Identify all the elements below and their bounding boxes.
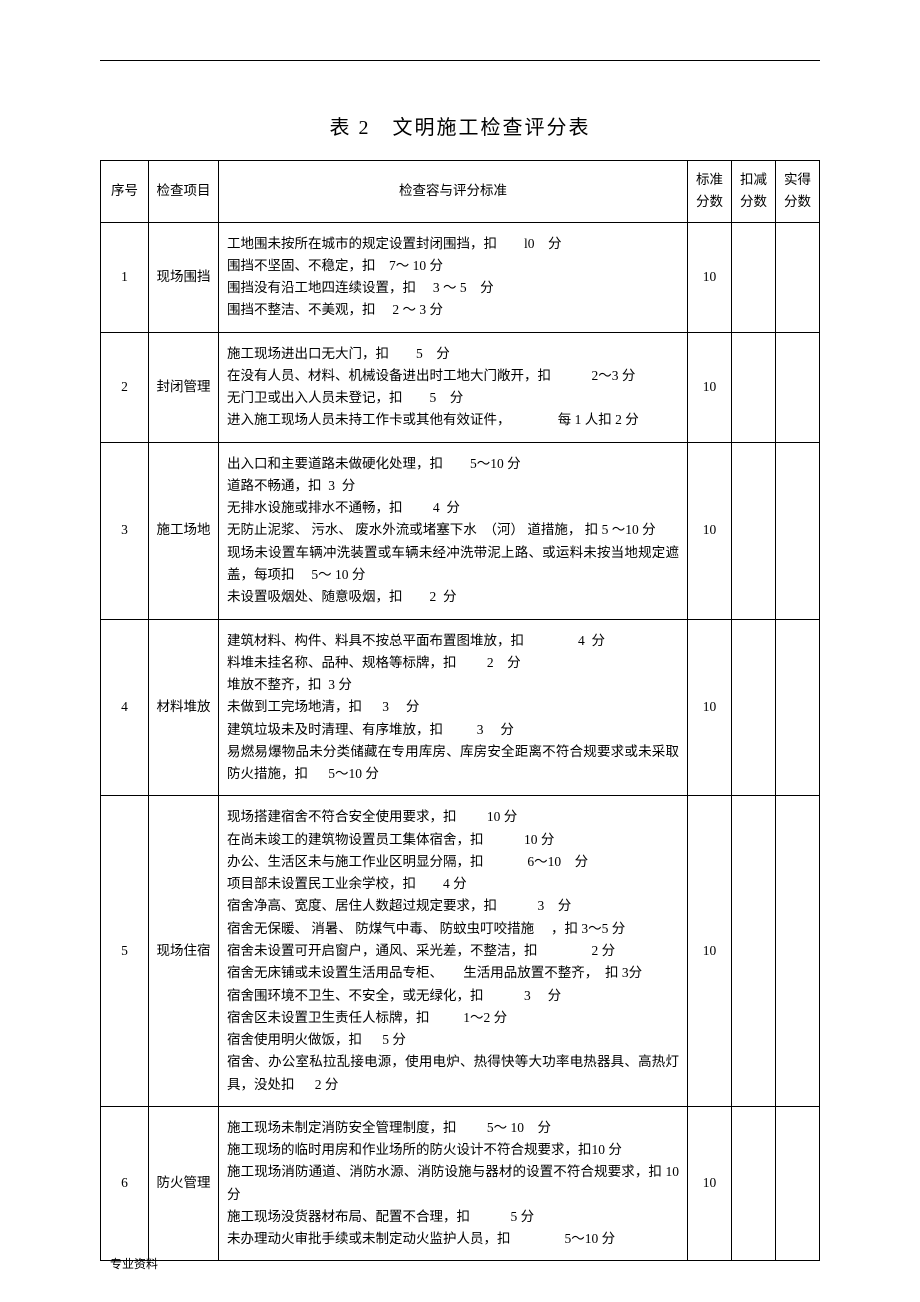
table-header-row: 序号 检查项目 检查容与评分标准 标准分数 扣减分数 实得分数	[101, 161, 820, 223]
table-body: 1现场围挡工地围未按所在城市的规定设置封闭围挡，扣 l0 分 围挡不坚固、不稳定…	[101, 222, 820, 1261]
cell-deduct-score	[732, 442, 776, 619]
table-row: 1现场围挡工地围未按所在城市的规定设置封闭围挡，扣 l0 分 围挡不坚固、不稳定…	[101, 222, 820, 332]
cell-deduct-score	[732, 332, 776, 442]
cell-item: 封闭管理	[149, 332, 219, 442]
cell-criteria: 出入口和主要道路未做硬化处理，扣 5～10 分 道路不畅通，扣 3 分 无排水设…	[219, 442, 688, 619]
cell-seq: 6	[101, 1106, 149, 1261]
cell-standard-score: 10	[688, 796, 732, 1106]
header-seq: 序号	[101, 161, 149, 223]
scoring-table: 序号 检查项目 检查容与评分标准 标准分数 扣减分数 实得分数 1现场围挡工地围…	[100, 160, 820, 1261]
cell-actual-score	[776, 1106, 820, 1261]
cell-actual-score	[776, 796, 820, 1106]
cell-deduct-score	[732, 222, 776, 332]
cell-seq: 2	[101, 332, 149, 442]
cell-deduct-score	[732, 1106, 776, 1261]
page-container: 表 2 文明施工检查评分表 序号 检查项目 检查容与评分标准 标准分数 扣减分数…	[0, 0, 920, 1301]
header-item: 检查项目	[149, 161, 219, 223]
cell-deduct-score	[732, 619, 776, 796]
cell-standard-score: 10	[688, 1106, 732, 1261]
cell-actual-score	[776, 442, 820, 619]
cell-criteria: 建筑材料、构件、料具不按总平面布置图堆放，扣 4 分 料堆未挂名称、品种、规格等…	[219, 619, 688, 796]
header-standard-score: 标准分数	[688, 161, 732, 223]
cell-standard-score: 10	[688, 222, 732, 332]
cell-criteria: 施工现场进出口无大门，扣 5 分 在没有人员、材料、机械设备进出时工地大门敞开，…	[219, 332, 688, 442]
cell-standard-score: 10	[688, 619, 732, 796]
table-row: 5现场住宿现场搭建宿舍不符合安全使用要求，扣 10 分 在尚未竣工的建筑物设置员…	[101, 796, 820, 1106]
cell-seq: 5	[101, 796, 149, 1106]
table-row: 2封闭管理施工现场进出口无大门，扣 5 分 在没有人员、材料、机械设备进出时工地…	[101, 332, 820, 442]
cell-item: 材料堆放	[149, 619, 219, 796]
top-divider	[100, 60, 820, 61]
cell-standard-score: 10	[688, 442, 732, 619]
cell-actual-score	[776, 222, 820, 332]
cell-actual-score	[776, 619, 820, 796]
header-criteria: 检查容与评分标准	[219, 161, 688, 223]
table-row: 6防火管理施工现场未制定消防安全管理制度，扣 5～ 10 分 施工现场的临时用房…	[101, 1106, 820, 1261]
cell-actual-score	[776, 332, 820, 442]
header-actual-score: 实得分数	[776, 161, 820, 223]
footer-text: 专业资料	[110, 1255, 158, 1272]
table-row: 3施工场地出入口和主要道路未做硬化处理，扣 5～10 分 道路不畅通，扣 3 分…	[101, 442, 820, 619]
header-deduct-score: 扣减分数	[732, 161, 776, 223]
cell-deduct-score	[732, 796, 776, 1106]
cell-item: 现场住宿	[149, 796, 219, 1106]
table-row: 4材料堆放建筑材料、构件、料具不按总平面布置图堆放，扣 4 分 料堆未挂名称、品…	[101, 619, 820, 796]
cell-seq: 1	[101, 222, 149, 332]
cell-item: 施工场地	[149, 442, 219, 619]
cell-item: 现场围挡	[149, 222, 219, 332]
cell-item: 防火管理	[149, 1106, 219, 1261]
page-title: 表 2 文明施工检查评分表	[100, 111, 820, 140]
cell-standard-score: 10	[688, 332, 732, 442]
cell-seq: 3	[101, 442, 149, 619]
cell-criteria: 施工现场未制定消防安全管理制度，扣 5～ 10 分 施工现场的临时用房和作业场所…	[219, 1106, 688, 1261]
cell-criteria: 现场搭建宿舍不符合安全使用要求，扣 10 分 在尚未竣工的建筑物设置员工集体宿舍…	[219, 796, 688, 1106]
cell-criteria: 工地围未按所在城市的规定设置封闭围挡，扣 l0 分 围挡不坚固、不稳定，扣 7～…	[219, 222, 688, 332]
cell-seq: 4	[101, 619, 149, 796]
